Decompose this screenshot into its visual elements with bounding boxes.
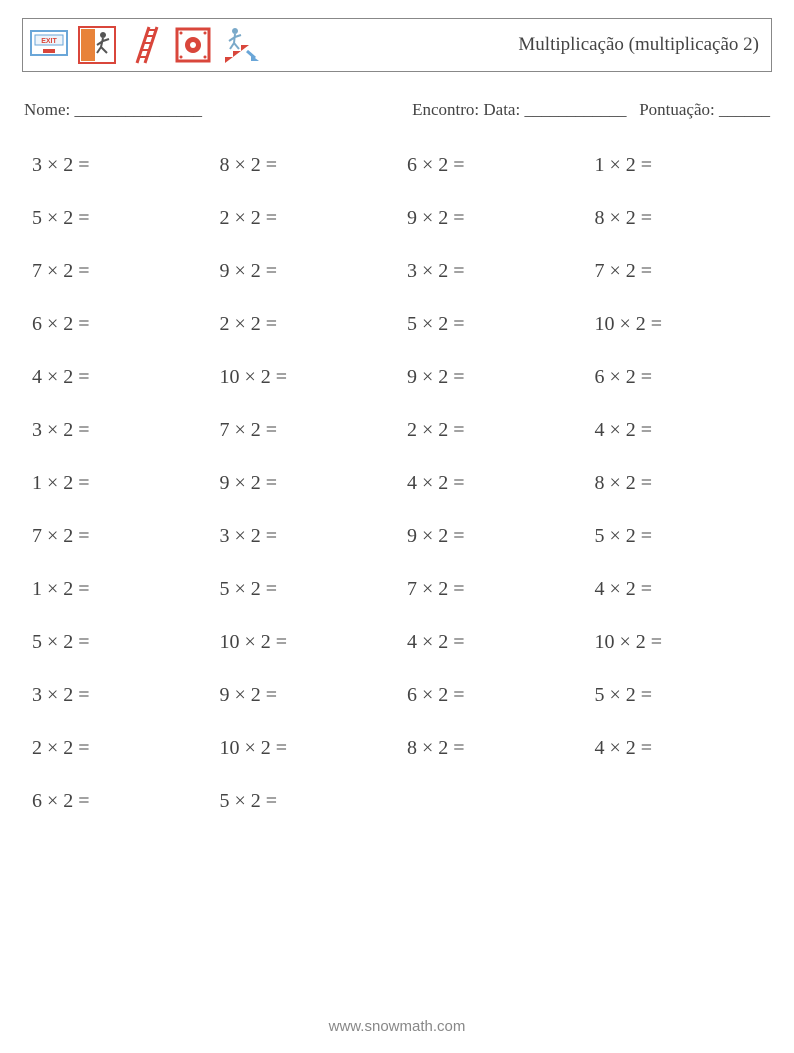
score-label: Pontuação:	[639, 100, 715, 119]
problem-cell: 2 × 2 =	[22, 737, 210, 760]
problem-cell: 10 × 2 =	[585, 631, 773, 654]
problem-cell: 4 × 2 =	[397, 631, 585, 654]
problem-cell: 7 × 2 =	[585, 260, 773, 283]
name-label: Nome:	[24, 100, 70, 119]
problem-cell: 8 × 2 =	[585, 472, 773, 495]
problem-cell: 6 × 2 =	[397, 154, 585, 177]
problem-cell: 5 × 2 =	[585, 684, 773, 707]
header-box: EXIT	[22, 18, 772, 72]
problem-cell: 2 × 2 =	[210, 207, 398, 230]
problem-cell: 6 × 2 =	[585, 366, 773, 389]
problem-cell: 1 × 2 =	[22, 472, 210, 495]
encounter-label: Encontro: Data:	[412, 100, 520, 119]
problem-cell: 10 × 2 =	[210, 737, 398, 760]
worksheet-title: Multiplicação (multiplicação 2)	[518, 34, 763, 56]
problem-cell: 4 × 2 =	[397, 472, 585, 495]
problem-cell: 7 × 2 =	[22, 260, 210, 283]
problem-cell: 7 × 2 =	[22, 525, 210, 548]
problem-cell: 9 × 2 =	[397, 366, 585, 389]
ladder-icon	[125, 25, 165, 65]
date-blank: ____________	[520, 100, 639, 119]
problem-cell: 9 × 2 =	[210, 684, 398, 707]
problem-cell: 2 × 2 =	[210, 313, 398, 336]
meta-row: Nome: _______________ Encontro: Data: __…	[24, 100, 770, 120]
problem-cell: 1 × 2 =	[585, 154, 773, 177]
problem-cell: 9 × 2 =	[210, 260, 398, 283]
score-blank: ______	[715, 100, 770, 119]
problem-cell: 5 × 2 =	[22, 631, 210, 654]
problem-cell: 3 × 2 =	[22, 154, 210, 177]
problem-cell: 9 × 2 =	[210, 472, 398, 495]
problem-cell: 5 × 2 =	[22, 207, 210, 230]
problem-cell: 3 × 2 =	[22, 419, 210, 442]
problem-cell: 6 × 2 =	[397, 684, 585, 707]
problem-cell: 5 × 2 =	[210, 578, 398, 601]
problem-cell: 7 × 2 =	[210, 419, 398, 442]
problem-cell: 8 × 2 =	[397, 737, 585, 760]
problem-cell: 1 × 2 =	[22, 578, 210, 601]
problems-grid: 3 × 2 =8 × 2 =6 × 2 =1 × 2 =5 × 2 =2 × 2…	[22, 154, 772, 813]
problem-cell: 3 × 2 =	[397, 260, 585, 283]
problem-cell: 3 × 2 =	[22, 684, 210, 707]
problem-cell: 8 × 2 =	[585, 207, 773, 230]
problem-cell: 5 × 2 =	[397, 313, 585, 336]
meta-name: Nome: _______________	[24, 100, 202, 120]
problem-cell: 8 × 2 =	[210, 154, 398, 177]
problem-cell: 4 × 2 =	[585, 419, 773, 442]
problem-cell: 5 × 2 =	[585, 525, 773, 548]
problem-cell	[397, 790, 585, 813]
problem-cell: 4 × 2 =	[585, 737, 773, 760]
stairs-down-icon	[221, 25, 261, 65]
problem-cell: 4 × 2 =	[585, 578, 773, 601]
name-blank: _______________	[70, 100, 202, 119]
problem-cell: 6 × 2 =	[22, 790, 210, 813]
problem-cell: 6 × 2 =	[22, 313, 210, 336]
problem-cell: 10 × 2 =	[210, 366, 398, 389]
running-exit-icon	[77, 25, 117, 65]
header-icons: EXIT	[29, 25, 261, 65]
problem-cell: 7 × 2 =	[397, 578, 585, 601]
footer-text: www.snowmath.com	[0, 1018, 794, 1035]
problem-cell: 9 × 2 =	[397, 525, 585, 548]
exit-sign-icon: EXIT	[29, 25, 69, 65]
problem-cell	[585, 790, 773, 813]
problem-cell: 9 × 2 =	[397, 207, 585, 230]
problem-cell: 5 × 2 =	[210, 790, 398, 813]
svg-text:EXIT: EXIT	[41, 38, 57, 45]
problem-cell: 3 × 2 =	[210, 525, 398, 548]
problem-cell: 10 × 2 =	[585, 313, 773, 336]
fire-alarm-icon	[173, 25, 213, 65]
problem-cell: 4 × 2 =	[22, 366, 210, 389]
problem-cell: 10 × 2 =	[210, 631, 398, 654]
problem-cell: 2 × 2 =	[397, 419, 585, 442]
meta-right: Encontro: Data: ____________ Pontuação: …	[412, 100, 770, 120]
